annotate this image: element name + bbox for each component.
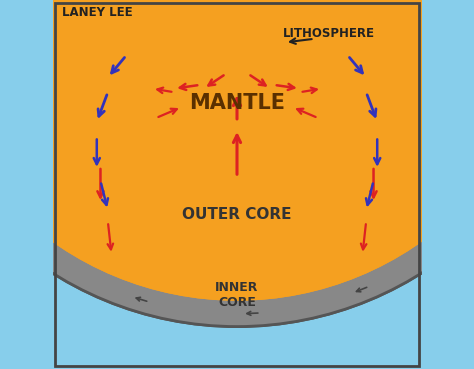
Text: INNER
CORE: INNER CORE	[215, 281, 259, 309]
Wedge shape	[34, 0, 440, 184]
Wedge shape	[126, 0, 348, 92]
Text: LANEY LEE: LANEY LEE	[62, 6, 132, 20]
Text: LITHOSPHERE: LITHOSPHERE	[283, 27, 375, 40]
Wedge shape	[34, 0, 440, 184]
Text: OUTER CORE: OUTER CORE	[182, 207, 292, 221]
Wedge shape	[0, 0, 474, 301]
Wedge shape	[0, 0, 474, 314]
Wedge shape	[126, 0, 348, 92]
Text: MANTLE: MANTLE	[189, 93, 285, 113]
Wedge shape	[0, 0, 474, 314]
Wedge shape	[0, 0, 474, 327]
Wedge shape	[0, 0, 474, 327]
Wedge shape	[0, 0, 474, 301]
